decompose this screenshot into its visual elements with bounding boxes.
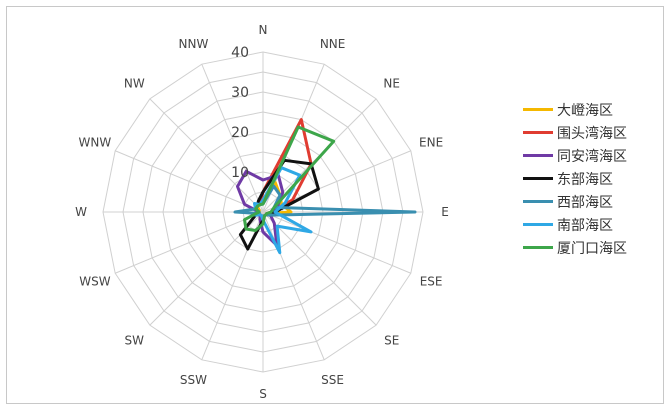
- direction-label: ENE: [419, 135, 443, 149]
- legend-swatch: [523, 223, 553, 226]
- legend-swatch: [523, 177, 553, 180]
- direction-label: NNE: [320, 37, 346, 51]
- chart-frame: [6, 6, 664, 404]
- direction-label: SSW: [180, 373, 207, 387]
- legend-item: 大嶝海区: [523, 98, 627, 121]
- grid-spoke: [262, 211, 377, 326]
- direction-label: NE: [383, 76, 400, 90]
- legend-item: 同安湾海区: [523, 144, 627, 167]
- grid-spoke: [114, 211, 264, 274]
- direction-label: WNW: [79, 135, 112, 149]
- legend-item: 西部海区: [523, 190, 627, 213]
- radial-tick-label: 20: [231, 125, 249, 141]
- legend-label: 围头湾海区: [557, 125, 627, 142]
- legend-swatch: [523, 246, 553, 249]
- radial-tick-label: 30: [231, 85, 249, 101]
- radial-tick-label: 40: [231, 45, 249, 61]
- legend-item: 南部海区: [523, 213, 627, 236]
- grid-spoke: [149, 98, 264, 213]
- direction-label: E: [441, 205, 449, 219]
- grid-spoke: [262, 211, 325, 361]
- legend-label: 南部海区: [557, 217, 613, 234]
- grid-spoke: [201, 211, 264, 361]
- series-line: [243, 125, 336, 232]
- direction-label: N: [259, 23, 268, 37]
- legend-swatch: [523, 108, 553, 111]
- direction-label: S: [259, 387, 267, 401]
- legend-item: 厦门口海区: [523, 236, 627, 259]
- grid-spoke: [114, 150, 264, 213]
- series-layer: [233, 118, 417, 255]
- direction-label: NNW: [178, 37, 208, 51]
- grid-spoke: [262, 211, 412, 274]
- legend-label: 东部海区: [557, 171, 613, 188]
- labels-layer: 10 20 30 40 N NNE NE ENE E ESE SE SSE S SSW SW WSW W WNW N…: [75, 23, 449, 401]
- legend-item: 围头湾海区: [523, 121, 627, 144]
- direction-label: SW: [125, 334, 145, 348]
- direction-label: SSE: [321, 373, 344, 387]
- direction-label: NW: [124, 76, 145, 90]
- legend-swatch: [523, 154, 553, 157]
- direction-label: ESE: [420, 275, 443, 289]
- legend-swatch: [523, 131, 553, 134]
- legend-swatch: [523, 200, 553, 203]
- legend-label: 大嶝海区: [557, 102, 613, 119]
- radial-tick-label: 10: [231, 165, 249, 181]
- grid-spoke: [201, 63, 264, 213]
- direction-label: WSW: [79, 275, 110, 289]
- legend: 大嶝海区围头湾海区同安湾海区东部海区西部海区南部海区厦门口海区: [523, 98, 627, 259]
- direction-label: W: [75, 205, 87, 219]
- direction-label: SE: [384, 334, 399, 348]
- legend-label: 厦门口海区: [557, 240, 627, 257]
- legend-label: 同安湾海区: [557, 148, 627, 165]
- legend-item: 东部海区: [523, 167, 627, 190]
- legend-label: 西部海区: [557, 194, 613, 211]
